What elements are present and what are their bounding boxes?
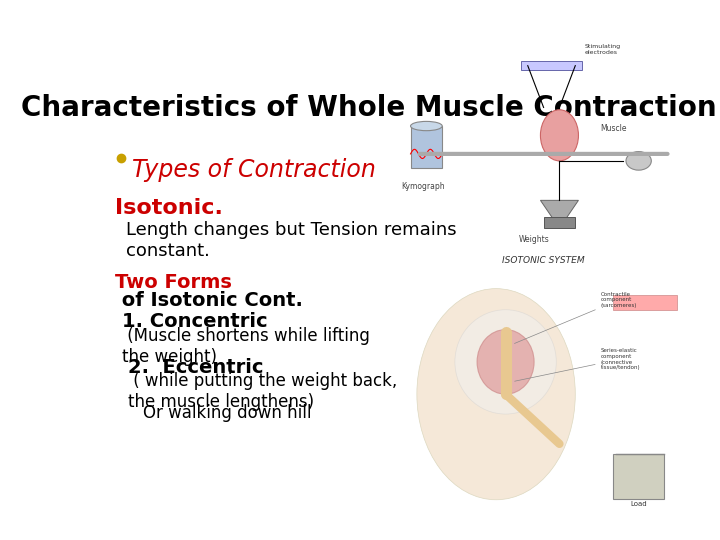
Text: Weights: Weights [518, 235, 549, 244]
Bar [521, 61, 582, 70]
Ellipse shape [477, 329, 534, 394]
Ellipse shape [417, 288, 575, 500]
Text: Types of Contraction: Types of Contraction [132, 158, 376, 183]
Text: Kymograph: Kymograph [401, 182, 445, 191]
Text: Stimulating
electrodes: Stimulating electrodes [585, 44, 621, 55]
Text: Series-elastic
component
(connective
tissue/tendon): Series-elastic component (connective tis… [515, 348, 640, 381]
Ellipse shape [455, 310, 557, 414]
Text: Isotonic.: Isotonic. [115, 198, 223, 218]
Polygon shape [541, 200, 578, 228]
Bar [410, 126, 442, 168]
Text: Muscle: Muscle [600, 124, 627, 133]
Text: Load: Load [630, 501, 647, 507]
Bar [613, 454, 664, 498]
Text: Contractile
component
(sarcomeres): Contractile component (sarcomeres) [515, 292, 637, 343]
Text: ( while putting the weight back,
the muscle lengthens): ( while putting the weight back, the mus… [128, 373, 397, 411]
Bar [544, 217, 575, 228]
Text: Or walking down hill: Or walking down hill [143, 404, 312, 422]
Text: (Muscle shortens while lifting
the weight): (Muscle shortens while lifting the weigh… [122, 327, 370, 366]
Text: Two Forms: Two Forms [115, 273, 232, 292]
Text: Length changes but Tension remains
constant.: Length changes but Tension remains const… [126, 221, 457, 260]
Ellipse shape [410, 122, 442, 131]
Bar [613, 295, 677, 310]
Ellipse shape [541, 110, 578, 161]
Text: 2.  Eccentric: 2. Eccentric [128, 358, 264, 377]
Circle shape [626, 152, 652, 170]
Text: of Isotonic Cont.: of Isotonic Cont. [115, 292, 303, 310]
Text: 1. Concentric: 1. Concentric [122, 312, 268, 331]
Text: ISOTONIC SYSTEM: ISOTONIC SYSTEM [503, 256, 585, 265]
Text: Characteristics of Whole Muscle Contraction: Characteristics of Whole Muscle Contract… [21, 94, 717, 122]
